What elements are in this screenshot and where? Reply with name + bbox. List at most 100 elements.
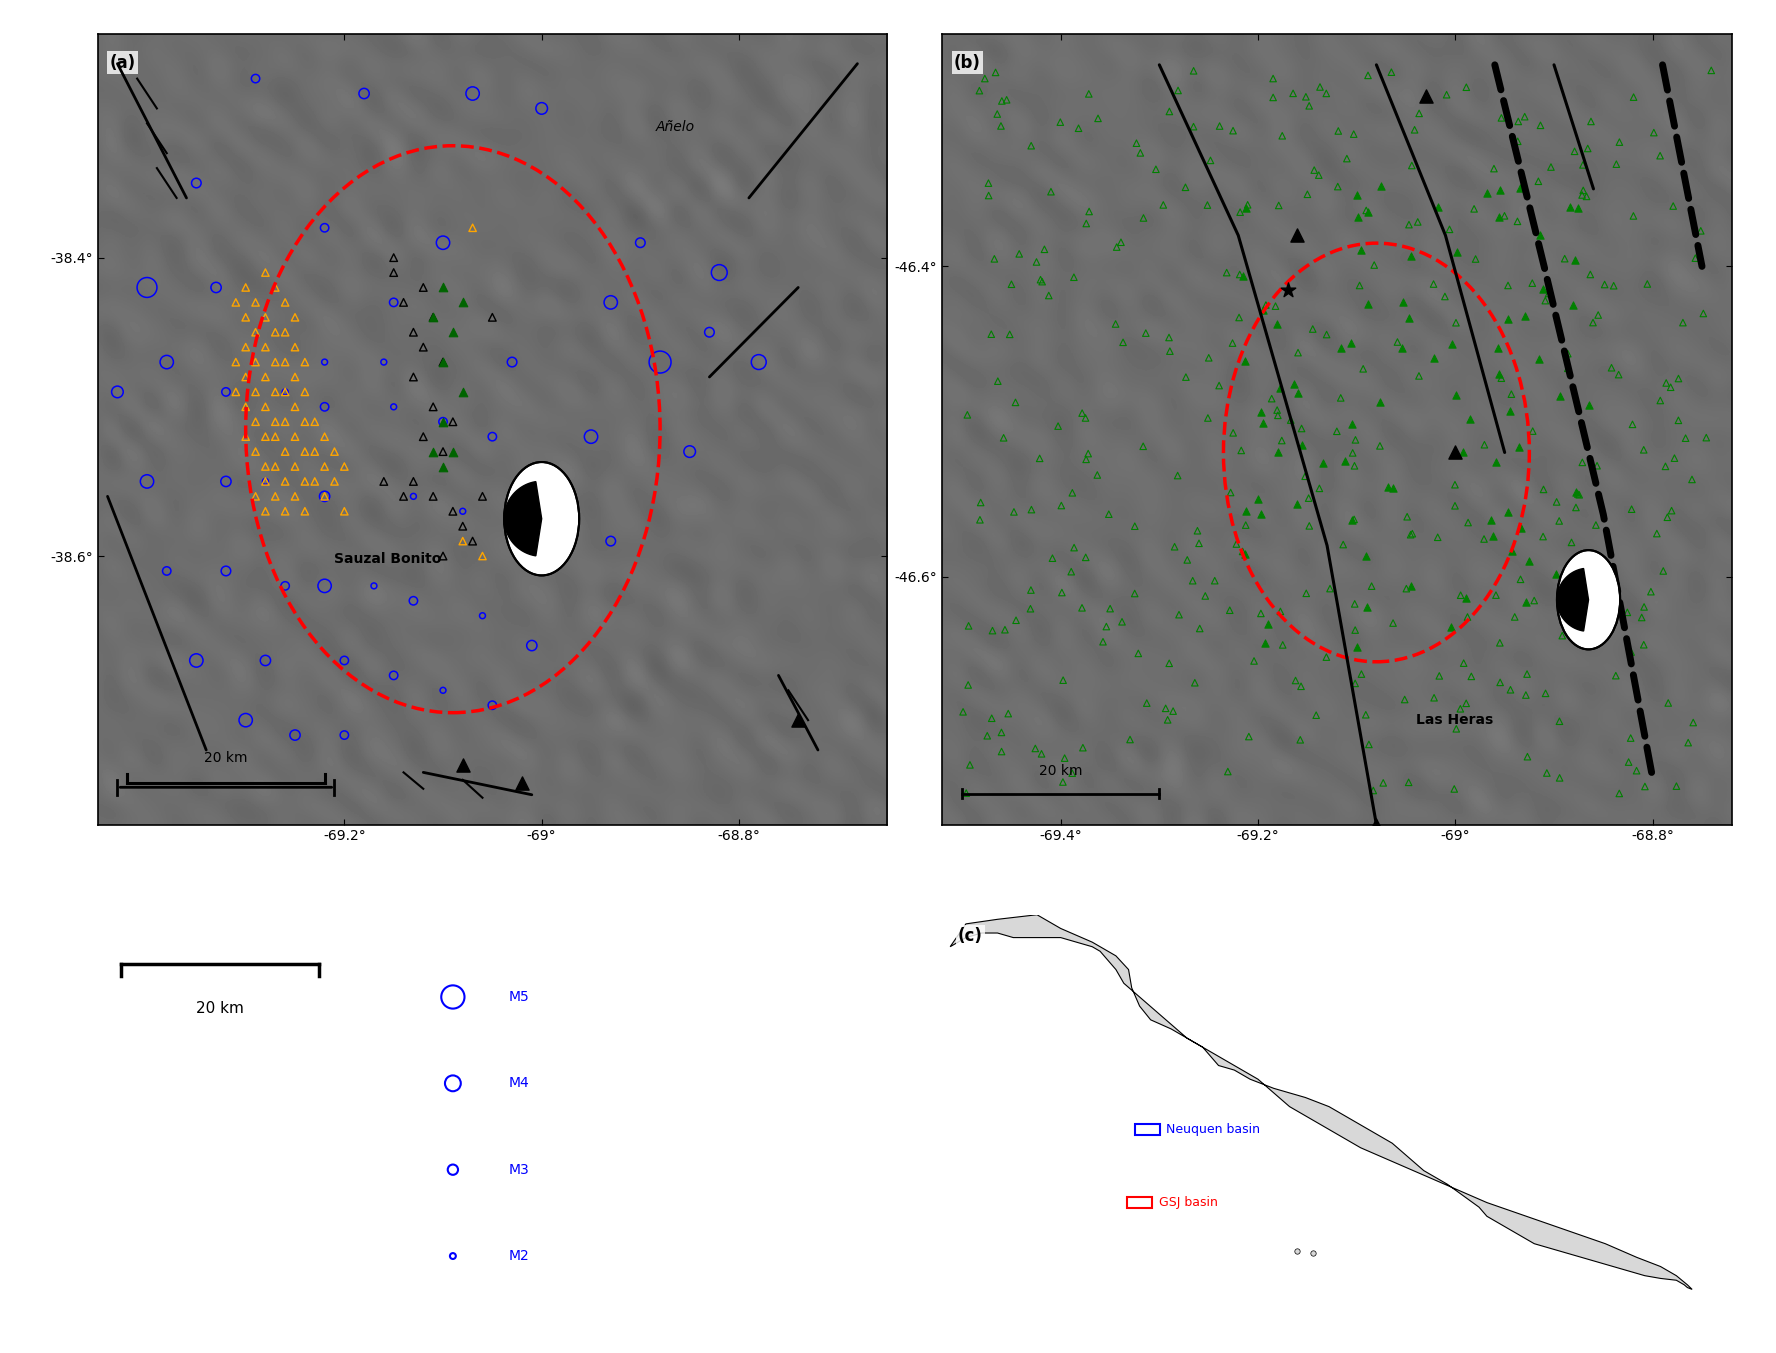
Point bbox=[272, 471, 300, 492]
Point bbox=[419, 307, 448, 329]
Point bbox=[439, 411, 467, 433]
Point bbox=[1018, 499, 1046, 521]
Point bbox=[1662, 775, 1691, 797]
Point bbox=[1558, 532, 1586, 553]
Point bbox=[1122, 133, 1151, 154]
Point bbox=[508, 773, 536, 794]
Point bbox=[242, 486, 270, 507]
Point bbox=[439, 986, 467, 1008]
Point bbox=[272, 382, 300, 403]
Point bbox=[211, 471, 240, 492]
Point bbox=[1389, 337, 1417, 359]
Point bbox=[1213, 760, 1241, 782]
Point bbox=[998, 273, 1027, 295]
Point bbox=[1295, 95, 1323, 116]
Point bbox=[458, 216, 487, 238]
Point bbox=[1433, 84, 1462, 106]
Circle shape bbox=[1558, 551, 1620, 649]
Point bbox=[1614, 751, 1643, 773]
Point bbox=[1616, 727, 1645, 748]
Point bbox=[1305, 478, 1334, 499]
Point bbox=[1249, 299, 1277, 321]
Point bbox=[1247, 402, 1275, 423]
Point bbox=[1328, 533, 1357, 555]
Point bbox=[281, 307, 309, 329]
Point bbox=[211, 382, 240, 403]
Point bbox=[231, 276, 259, 298]
Point bbox=[1268, 430, 1296, 452]
Point bbox=[469, 486, 497, 507]
Point bbox=[1058, 482, 1087, 503]
Point bbox=[597, 530, 625, 552]
Point bbox=[1346, 275, 1375, 296]
Point bbox=[1563, 483, 1591, 505]
Point bbox=[1534, 283, 1563, 304]
Point bbox=[1229, 541, 1257, 563]
Point bbox=[300, 411, 329, 433]
Point bbox=[1266, 601, 1295, 622]
Point bbox=[1453, 587, 1481, 609]
Point bbox=[995, 702, 1023, 724]
Point bbox=[1357, 575, 1385, 597]
Point bbox=[1630, 438, 1659, 460]
Point bbox=[1231, 514, 1259, 536]
Point bbox=[1005, 244, 1034, 265]
Point bbox=[1565, 198, 1593, 219]
Point bbox=[1266, 376, 1295, 398]
Point bbox=[1453, 693, 1481, 714]
Point bbox=[272, 411, 300, 433]
Point bbox=[1273, 279, 1302, 300]
Point bbox=[1259, 87, 1288, 108]
Point bbox=[1183, 520, 1211, 541]
Point bbox=[1286, 729, 1314, 751]
Point bbox=[1502, 211, 1531, 233]
Point bbox=[1487, 671, 1515, 693]
Point bbox=[1344, 207, 1373, 229]
Point bbox=[311, 216, 339, 238]
Point bbox=[1074, 200, 1103, 222]
Point bbox=[1401, 119, 1430, 141]
Point bbox=[1240, 649, 1268, 671]
Point bbox=[272, 501, 300, 522]
Point bbox=[1554, 357, 1582, 379]
Point bbox=[1154, 326, 1183, 348]
Point bbox=[1265, 441, 1293, 463]
Point bbox=[975, 185, 1003, 207]
Point bbox=[1170, 176, 1199, 198]
Point bbox=[1280, 670, 1309, 691]
Point bbox=[954, 674, 982, 695]
Point bbox=[996, 323, 1025, 345]
Point bbox=[291, 382, 320, 403]
Point bbox=[1561, 141, 1590, 162]
Point bbox=[1181, 672, 1209, 694]
Point bbox=[1179, 570, 1208, 591]
Point bbox=[1206, 115, 1234, 137]
Point bbox=[1490, 206, 1518, 227]
Point bbox=[231, 426, 259, 448]
Point bbox=[281, 486, 309, 507]
Point bbox=[1341, 455, 1369, 476]
Point bbox=[705, 261, 733, 283]
Point bbox=[1352, 704, 1380, 725]
Point bbox=[597, 291, 625, 313]
Point bbox=[977, 323, 1005, 345]
Point bbox=[1515, 551, 1543, 572]
Point bbox=[1518, 272, 1547, 294]
Point bbox=[1545, 386, 1574, 407]
Text: M5: M5 bbox=[508, 990, 529, 1004]
Point bbox=[1016, 579, 1044, 601]
Point bbox=[1348, 663, 1376, 685]
Point bbox=[231, 337, 259, 359]
Point bbox=[1394, 307, 1423, 329]
Point bbox=[1511, 685, 1540, 706]
Point bbox=[311, 575, 339, 597]
Point bbox=[1511, 591, 1540, 613]
Point bbox=[1154, 652, 1183, 674]
Point bbox=[1279, 83, 1307, 104]
Point bbox=[1556, 196, 1584, 218]
Point bbox=[242, 411, 270, 433]
Point bbox=[261, 382, 289, 403]
Point bbox=[1504, 111, 1533, 133]
Point bbox=[478, 426, 506, 448]
Point bbox=[1121, 583, 1149, 605]
